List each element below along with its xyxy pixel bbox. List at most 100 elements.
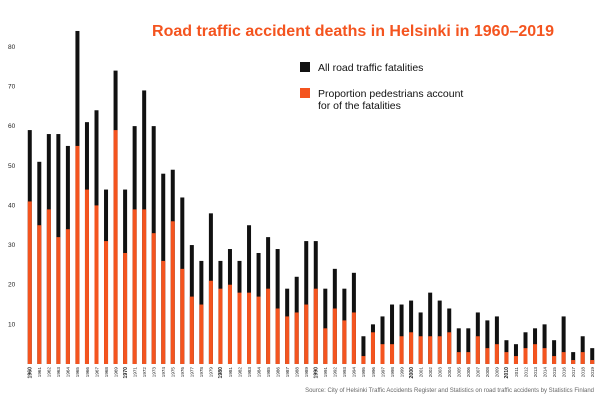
- bar-pedestrian-1975: [170, 221, 175, 364]
- x-tick-label: 2006: [466, 367, 471, 378]
- bar-pedestrian-1976: [180, 268, 185, 364]
- x-tick-label: 1964: [66, 367, 71, 378]
- bar-pedestrian-1971: [132, 209, 137, 364]
- bar-pedestrian-1985: [266, 288, 271, 364]
- x-tick-label: 2015: [552, 367, 557, 378]
- x-tick-label: 1996: [371, 367, 376, 378]
- bar-pedestrian-2009: [494, 344, 499, 364]
- bar-total-2011: [513, 344, 518, 364]
- x-tick-label: 1966: [85, 367, 90, 378]
- x-tick-label: 2017: [571, 367, 576, 378]
- bar-total-2016: [561, 316, 566, 364]
- x-tick-label: 1967: [94, 367, 99, 378]
- bar-pedestrian-1979: [208, 280, 213, 364]
- x-tick-label: 1972: [142, 367, 147, 378]
- bar-pedestrian-2011: [513, 356, 518, 364]
- bar-total-1989: [304, 241, 309, 364]
- x-tick-label: 2007: [476, 367, 481, 378]
- y-tick-label: 10: [8, 321, 16, 328]
- bar-pedestrian-1970: [123, 252, 128, 364]
- x-tick-label: 1984: [256, 367, 261, 378]
- x-tick-label: 2009: [495, 367, 500, 378]
- x-axis: 1960 1961 1962 1963 1964 1965 1966 1967 1968 1969…: [28, 367, 595, 379]
- bar-total-2015: [552, 340, 557, 364]
- bar-pedestrian-1962: [46, 209, 51, 364]
- legend-swatch: [300, 62, 310, 72]
- x-tick-label: 1995: [361, 367, 366, 378]
- bar-total-2018: [580, 336, 585, 364]
- bar-pedestrian-2010: [504, 352, 509, 364]
- bar-pedestrian-1978: [199, 304, 204, 364]
- x-tick-label: 1987: [285, 367, 290, 378]
- x-tick-label: 2012: [523, 367, 528, 378]
- bar-total-1991: [323, 288, 328, 364]
- bar-pedestrian-2006: [466, 352, 471, 364]
- bar-pedestrian-1999: [399, 336, 404, 364]
- bar-pedestrian-2001: [418, 336, 423, 364]
- x-tick-label: 2000: [409, 367, 415, 379]
- bar-total-1997: [380, 316, 385, 364]
- y-tick-label: 80: [8, 44, 16, 51]
- bar-pedestrian-2004: [447, 332, 452, 364]
- bar-pedestrian-1984: [256, 296, 261, 364]
- bar-pedestrian-1989: [304, 304, 309, 364]
- bar-pedestrian-1980: [218, 288, 223, 364]
- bar-pedestrian-2005: [456, 352, 461, 364]
- bar-total-2009: [494, 316, 499, 364]
- bar-pedestrian-1974: [161, 260, 166, 364]
- bar-pedestrian-1964: [65, 229, 70, 364]
- x-tick-label: 2001: [418, 367, 423, 378]
- source-note: Source: City of Helsinki Traffic Acciden…: [305, 388, 594, 394]
- bar-pedestrian-1981: [227, 284, 232, 364]
- x-tick-label: 2018: [581, 367, 586, 378]
- bar-pedestrian-1994: [351, 312, 356, 364]
- bar-pedestrian-2013: [533, 344, 538, 364]
- x-tick-label: 2002: [428, 367, 433, 378]
- bar-pedestrian-2016: [561, 352, 566, 364]
- bar-total-1999: [399, 304, 404, 364]
- x-tick-label: 1988: [295, 367, 300, 378]
- x-tick-label: 1961: [37, 367, 42, 378]
- bar-pedestrian-2008: [485, 348, 490, 364]
- bar-pedestrian-1965: [75, 145, 80, 364]
- bar-pedestrian-1987: [285, 316, 290, 364]
- x-tick-label: 1998: [390, 367, 395, 378]
- x-tick-label: 2019: [590, 367, 595, 378]
- x-tick-label: 1975: [171, 367, 176, 378]
- x-tick-label: 1969: [113, 367, 118, 378]
- bar-pedestrian-1990: [313, 288, 318, 364]
- bar-pedestrian-1973: [151, 233, 156, 364]
- x-tick-label: 1980: [218, 367, 224, 379]
- x-tick-label: 1981: [228, 367, 233, 378]
- x-tick-label: 2010: [504, 367, 510, 379]
- bar-total-2003: [437, 300, 442, 364]
- x-tick-label: 1960: [28, 367, 34, 379]
- bar-pedestrian-1967: [94, 205, 99, 364]
- x-tick-label: 1979: [209, 367, 214, 378]
- x-tick-label: 1986: [275, 367, 280, 378]
- x-tick-label: 1997: [380, 367, 385, 378]
- bar-pedestrian-1963: [56, 237, 61, 364]
- y-tick-label: 30: [8, 242, 16, 249]
- x-tick-label: 1983: [247, 367, 252, 378]
- bar-pedestrian-2017: [571, 360, 576, 364]
- legend-label: for of the fatalities: [318, 100, 401, 112]
- legend-label: Proportion pedestrians account: [318, 88, 463, 100]
- x-tick-label: 2014: [542, 367, 547, 378]
- bar-pedestrian-1996: [370, 332, 375, 364]
- x-tick-label: 2013: [533, 367, 538, 378]
- bars: [27, 30, 595, 365]
- x-tick-label: 1970: [123, 367, 129, 379]
- y-tick-label: 60: [8, 123, 16, 130]
- x-tick-label: 1985: [266, 367, 271, 378]
- bar-pedestrian-1977: [189, 296, 194, 364]
- bar-pedestrian-1992: [332, 308, 337, 364]
- bar-total-2002: [428, 292, 433, 364]
- x-tick-label: 1990: [314, 367, 320, 379]
- bar-pedestrian-2018: [580, 352, 585, 364]
- bar-total-1998: [390, 304, 395, 364]
- bar-pedestrian-2019: [590, 360, 595, 364]
- x-tick-label: 2003: [438, 367, 443, 378]
- bar-pedestrian-1995: [361, 356, 366, 364]
- x-tick-label: 1971: [132, 367, 137, 378]
